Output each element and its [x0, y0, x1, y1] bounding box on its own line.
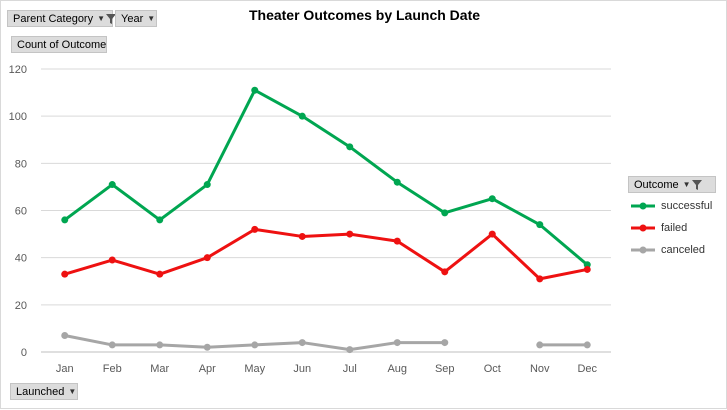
data-point-failed [536, 275, 544, 283]
x-tick-label: Nov [530, 363, 550, 375]
outcome-legend-filter-button[interactable]: Outcome ▼ [628, 176, 716, 193]
y-axis-tick-labels: 0 20 40 60 80 100 120 [9, 64, 27, 359]
data-point-canceled [583, 341, 591, 349]
legend-label-failed: failed [661, 222, 688, 234]
data-point-canceled [441, 339, 449, 347]
x-tick-label: May [244, 363, 265, 375]
legend-item-successful[interactable]: successful [629, 195, 717, 217]
y-tick-label: 120 [9, 64, 27, 76]
data-point-failed [108, 256, 116, 264]
data-point-successful [251, 86, 259, 94]
y-tick-label: 80 [15, 158, 27, 170]
data-point-canceled [108, 341, 116, 349]
data-point-failed [441, 268, 449, 276]
filter-funnel-icon [691, 179, 702, 190]
y-tick-label: 20 [15, 300, 27, 312]
series-line-successful [63, 88, 589, 266]
data-point-successful [536, 221, 544, 229]
data-point-successful [298, 112, 306, 120]
data-point-successful [108, 181, 116, 189]
data-point-successful [61, 216, 69, 224]
chart-title: Theater Outcomes by Launch Date [248, 7, 481, 23]
data-point-successful [346, 143, 354, 151]
data-point-failed [583, 265, 591, 273]
data-point-canceled [346, 346, 354, 354]
outcome-label: Outcome [634, 178, 679, 191]
legend-item-canceled[interactable]: canceled [629, 239, 717, 261]
data-point-failed [488, 230, 496, 238]
y-tick-label: 0 [21, 347, 27, 359]
data-point-failed [393, 237, 401, 245]
series-failed [61, 225, 591, 283]
x-tick-label: Jun [293, 363, 311, 375]
series-lines [61, 86, 591, 354]
data-point-failed [203, 254, 211, 262]
data-point-failed [298, 232, 306, 240]
x-tick-label: Feb [103, 363, 122, 375]
data-point-failed [251, 225, 259, 233]
series-line-failed [64, 227, 588, 281]
year-filter-button[interactable]: Year ▼ [115, 10, 157, 27]
legend-label-canceled: canceled [661, 244, 706, 256]
dropdown-arrow-icon: ▼ [68, 387, 77, 396]
data-point-canceled [251, 341, 259, 349]
data-point-failed [346, 230, 354, 238]
axis-field-launched-button[interactable]: Launched ▼ [10, 383, 78, 400]
dropdown-arrow-icon: ▼ [682, 180, 691, 189]
legend-swatch-failed [631, 224, 655, 232]
y-tick-label: 100 [9, 111, 27, 123]
x-tick-label: Jan [56, 363, 74, 375]
data-point-successful [393, 178, 401, 186]
data-point-failed [156, 270, 164, 278]
value-field-button[interactable]: Count of Outcome [11, 36, 107, 53]
gridlines [41, 68, 611, 353]
data-point-canceled [156, 341, 164, 349]
y-tick-label: 60 [15, 206, 27, 218]
x-tick-label: Aug [387, 363, 407, 375]
data-point-successful [156, 216, 164, 224]
x-tick-label: Oct [484, 363, 501, 375]
year-label: Year [121, 12, 144, 25]
data-point-successful [488, 195, 496, 203]
x-tick-label: Sep [435, 363, 455, 375]
parent-category-filter-button[interactable]: Parent Category ▼ [7, 10, 117, 27]
x-tick-label: Dec [577, 363, 597, 375]
series-canceled [61, 331, 591, 354]
series-successful [61, 86, 591, 269]
y-tick-label: 40 [15, 253, 27, 265]
data-point-successful [441, 209, 449, 217]
chart-legend: successful failed canceled [629, 195, 717, 261]
data-point-canceled [298, 339, 306, 347]
filter-funnel-icon [106, 13, 117, 24]
x-axis-tick-labels: Jan Feb Mar Apr May Jun Jul Aug Sep Oct Nov Dec [56, 363, 598, 375]
legend-swatch-successful [631, 202, 655, 210]
data-point-failed [61, 270, 69, 278]
data-point-canceled [393, 339, 401, 347]
data-point-canceled [203, 343, 211, 351]
dropdown-arrow-icon: ▼ [97, 14, 106, 23]
launched-label: Launched [16, 385, 65, 398]
data-point-canceled [61, 331, 69, 339]
x-tick-label: Apr [199, 363, 216, 375]
dropdown-arrow-icon: ▼ [147, 14, 156, 23]
value-field-label: Count of Outcome [17, 38, 107, 51]
parent-category-label: Parent Category [13, 12, 94, 25]
legend-swatch-canceled [631, 246, 655, 254]
legend-item-failed[interactable]: failed [629, 217, 717, 239]
x-tick-label: Mar [150, 363, 169, 375]
legend-label-successful: successful [661, 200, 713, 212]
data-point-canceled [536, 341, 544, 349]
data-point-successful [203, 181, 211, 189]
x-tick-label: Jul [343, 363, 357, 375]
